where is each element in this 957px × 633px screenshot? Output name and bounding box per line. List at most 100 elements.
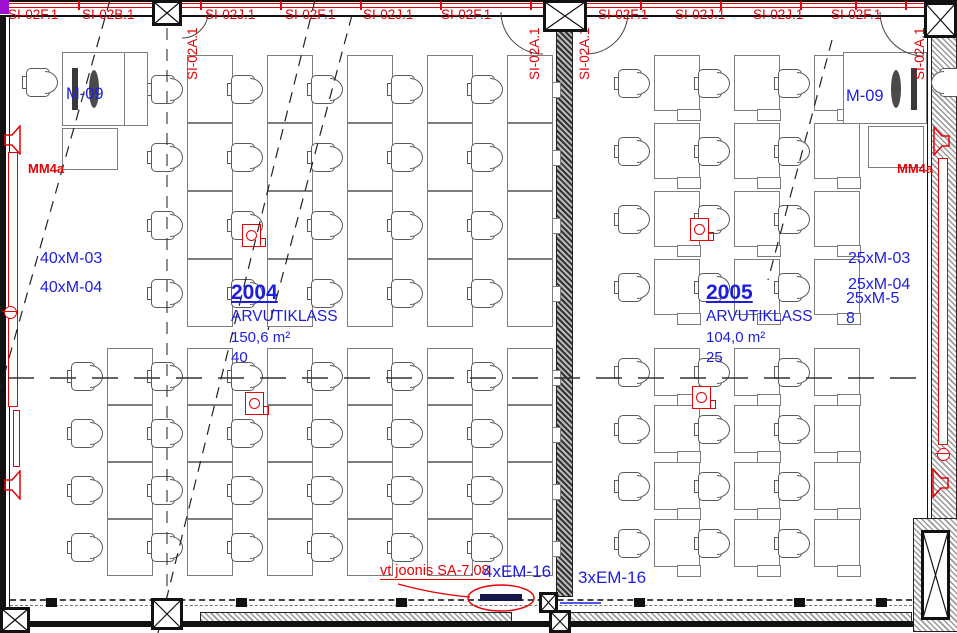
- chair-icon: [774, 68, 810, 98]
- student-desk: [814, 405, 860, 453]
- chair-icon: [307, 476, 343, 505]
- fire-wall-tick: [720, 1, 722, 10]
- chair-icon: [307, 533, 343, 562]
- chair-icon: [147, 362, 183, 391]
- fire-wall-line-upper: [0, 3, 957, 4]
- structural-column: [549, 610, 571, 633]
- fire-wall-tick: [280, 1, 282, 10]
- bottom-glazing-line-2: [10, 605, 912, 606]
- chair-icon: [614, 68, 650, 98]
- chair-icon: [387, 419, 423, 448]
- student-desk: [814, 123, 860, 179]
- center-partition-wall: [556, 30, 573, 597]
- chair-icon: [307, 362, 343, 391]
- fire-compartment-label-vertical: SI-02A.1: [577, 27, 592, 80]
- equipment-count-label: 40xM-04: [40, 279, 103, 296]
- room-number: 2004: [231, 281, 278, 304]
- fire-compartment-label: SI-02J.1: [753, 7, 804, 22]
- fire-compartment-label: SI-02F.1: [598, 7, 649, 22]
- student-desk: [734, 348, 780, 396]
- teacher-station-label: M-09: [66, 85, 104, 103]
- fire-compartment-label: SI-02F.1: [8, 7, 59, 22]
- chair-icon: [307, 74, 343, 104]
- chair-icon: [467, 74, 503, 104]
- chair-icon: [774, 357, 810, 387]
- chair-icon: [387, 533, 423, 562]
- pc-unit: [757, 313, 781, 325]
- chair-icon: [614, 136, 650, 166]
- floor-outlet-box-icon: [242, 224, 266, 247]
- student-desk: [507, 123, 561, 191]
- pc-unit: [677, 565, 701, 577]
- fire-compartment-label: SI-02F.1: [831, 7, 882, 22]
- chair-icon: [22, 68, 58, 97]
- pc-tower-icon: [911, 68, 917, 110]
- valve-icon: [2, 306, 17, 319]
- pc-unit: [677, 177, 701, 189]
- pc-unit: [757, 245, 781, 257]
- fire-compartment-label: SI-02J.1: [363, 7, 414, 22]
- chair-icon: [614, 357, 650, 387]
- student-desk: [654, 462, 700, 510]
- chair-icon: [614, 414, 650, 444]
- chair-icon: [467, 210, 503, 240]
- chair-icon: [147, 278, 183, 308]
- pc-unit: [757, 565, 781, 577]
- structural-column: [151, 598, 183, 630]
- em16-label: 4xEM-16: [483, 562, 552, 581]
- student-desk: [507, 348, 561, 405]
- monitor-icon: [891, 70, 901, 108]
- mm4a-label: MM4a: [897, 161, 934, 176]
- teacher-side-table: [62, 128, 118, 170]
- speaker-icon: [933, 126, 950, 156]
- fire-wall-tick: [905, 1, 907, 10]
- fire-compartment-label-vertical: SI-02A.1: [185, 27, 200, 80]
- speaker-icon: [4, 470, 21, 500]
- chair-icon: [614, 528, 650, 558]
- chair-icon: [227, 533, 263, 562]
- chair-icon: [227, 142, 263, 172]
- fire-compartment-label: SI-02J.1: [675, 7, 726, 22]
- teacher-station-label: M-09: [846, 87, 884, 105]
- chair-icon: [147, 419, 183, 448]
- pc-unit: [837, 565, 861, 577]
- chair-icon: [387, 278, 423, 308]
- em16-label: 3xEM-16: [578, 568, 647, 587]
- student-desk: [654, 55, 700, 111]
- room-number: 2005: [706, 281, 753, 304]
- chair-icon: [614, 471, 650, 501]
- speaker-icon: [4, 125, 21, 155]
- chair-icon: [307, 210, 343, 240]
- chair-icon: [227, 74, 263, 104]
- chair-icon: [307, 278, 343, 308]
- structural-column: [543, 0, 587, 32]
- structural-column: [0, 607, 30, 633]
- room-capacity: 25: [706, 349, 723, 366]
- chair-icon: [147, 533, 183, 562]
- chair-icon: [467, 476, 503, 505]
- structural-column: [924, 2, 957, 38]
- pc-unit: [757, 109, 781, 121]
- chair-icon: [774, 528, 810, 558]
- chair-icon: [694, 272, 730, 302]
- pc-unit: [837, 177, 861, 189]
- chair-icon: [147, 142, 183, 172]
- chair-icon: [147, 74, 183, 104]
- student-desk: [507, 462, 561, 519]
- radiator-strip: [8, 152, 18, 407]
- chair-icon: [387, 476, 423, 505]
- window-mullion: [46, 598, 57, 607]
- fire-compartment-label: SI-02F.1: [441, 7, 492, 22]
- vt-note-leader-line: [397, 583, 471, 598]
- chair-icon: [614, 204, 650, 234]
- window-mullion: [236, 598, 247, 607]
- chair-icon: [467, 142, 503, 172]
- chair-icon: [694, 136, 730, 166]
- chair-icon: [307, 419, 343, 448]
- student-desk: [814, 348, 860, 396]
- drawing-frame-top-line: [0, 0, 957, 2]
- chair-icon: [774, 204, 810, 234]
- student-desk: [814, 519, 860, 567]
- fire-compartment-label: SI-02J.1: [205, 7, 256, 22]
- chair-icon: [387, 362, 423, 391]
